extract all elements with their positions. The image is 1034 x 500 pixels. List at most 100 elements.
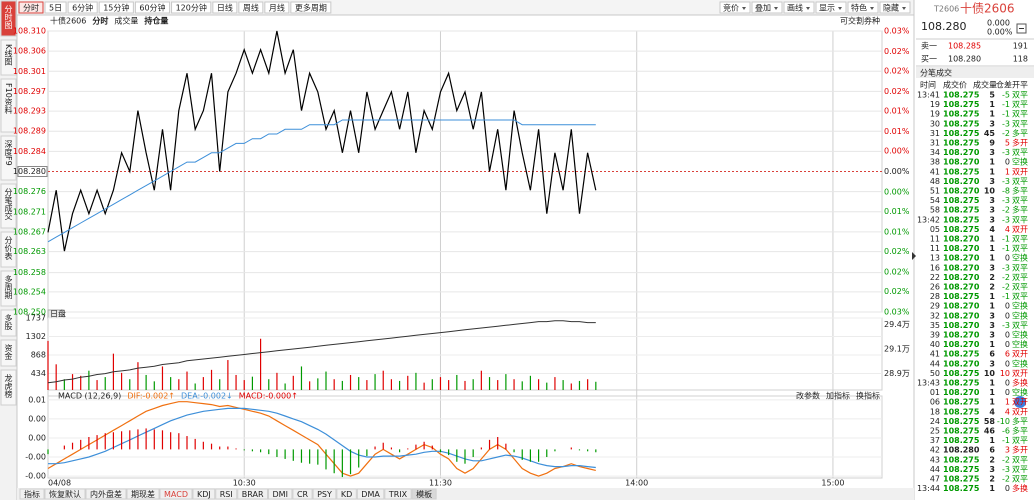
period-button[interactable] — [98, 1, 134, 14]
trade-cell: 44 — [930, 465, 940, 474]
bottom-tab[interactable] — [215, 488, 238, 500]
trade-cell: 1 — [989, 340, 995, 349]
trade-cell: 108.270 — [943, 302, 980, 311]
collapse-arrow[interactable] — [912, 252, 916, 260]
trade-cell: 58 — [930, 206, 940, 215]
period-button[interactable] — [171, 1, 212, 14]
left-tab[interactable] — [0, 0, 17, 37]
trade-cell: 108.275 — [943, 215, 980, 224]
left-tab[interactable] — [0, 39, 17, 76]
x-tick-label: 04/08 — [48, 479, 71, 488]
trade-cell: -3 — [1002, 263, 1010, 272]
float-button[interactable] — [1014, 396, 1026, 408]
bottom-tab[interactable] — [292, 488, 313, 500]
macd-value: DIF:-0.002↑ — [127, 392, 175, 401]
trade-cell: 35 — [930, 321, 940, 330]
tool-button[interactable] — [751, 1, 783, 14]
tool-button[interactable] — [879, 1, 911, 14]
bottom-tab[interactable] — [384, 488, 412, 500]
macd-title: MACD (12,26,9) — [58, 392, 121, 401]
tool-label: 画线 — [787, 3, 803, 13]
y-tick-label: 108.310 — [13, 27, 46, 36]
indicator-button[interactable]: 加指标 — [826, 391, 850, 401]
bottom-tab[interactable] — [126, 488, 160, 500]
trade-cell: -8 — [1002, 187, 1010, 196]
left-tab[interactable] — [0, 369, 17, 406]
trade-cell: -5 — [1002, 91, 1010, 100]
tool-button[interactable] — [719, 1, 751, 14]
chart-tab[interactable]: 持仓量 — [144, 16, 168, 26]
trade-cell: -3 — [1002, 148, 1010, 157]
period-button[interactable] — [264, 1, 290, 14]
trade-cell: 10 — [984, 369, 996, 378]
y-tick-label: -0.00 — [25, 453, 46, 462]
trade-cell: 06 — [930, 398, 940, 407]
y2-tick-label: 0.02% — [884, 247, 910, 256]
indicator-button[interactable]: 换指标 — [856, 391, 880, 401]
trade-cell: 双开 — [1012, 350, 1028, 359]
trade-cell: 44 — [930, 359, 940, 368]
period-button[interactable] — [238, 1, 264, 14]
x-tick-label: 10:30 — [233, 479, 256, 488]
period-button[interactable] — [212, 1, 238, 14]
deliverable-note[interactable]: 可交割券种 — [840, 16, 880, 26]
bottom-tab-label: CR — [297, 490, 309, 499]
left-tab[interactable] — [0, 183, 17, 229]
bottom-tab[interactable] — [19, 488, 45, 500]
trade-cell: 108.275 — [943, 427, 980, 436]
left-tab[interactable] — [0, 78, 17, 133]
tool-button[interactable] — [847, 1, 879, 14]
trade-cell: 双开 — [1012, 407, 1028, 416]
chart-tab[interactable]: 成交量 — [114, 16, 138, 26]
bottom-tab[interactable] — [268, 488, 293, 500]
left-tab[interactable] — [0, 135, 17, 181]
left-tab[interactable] — [0, 231, 17, 268]
trade-cell: 13:41 — [917, 91, 940, 100]
y-tick-label: 108.293 — [13, 107, 46, 116]
y2-tick-label: 0.00% — [884, 147, 910, 156]
trade-cell: 13:43 — [917, 379, 940, 388]
trade-cell: 108.275 — [943, 350, 980, 359]
period-button[interactable] — [134, 1, 171, 14]
period-button[interactable] — [290, 1, 332, 14]
y2-tick-label: 0.01% — [884, 127, 910, 136]
x-tick-label: 15:00 — [821, 479, 844, 488]
tool-button[interactable] — [815, 1, 847, 14]
trade-cell: 18 — [930, 407, 940, 416]
trade-cell: 0 — [1005, 340, 1010, 349]
macd-line — [47, 401, 596, 477]
bottom-tab[interactable] — [85, 488, 127, 500]
period-button[interactable] — [44, 1, 67, 14]
bottom-tab[interactable] — [159, 488, 193, 500]
trade-cell: 0 — [1005, 484, 1010, 493]
trade-cell: -1 — [1002, 235, 1010, 244]
period-button[interactable] — [67, 1, 98, 14]
trade-cell: 30 — [930, 119, 940, 128]
bottom-tab[interactable] — [237, 488, 269, 500]
bottom-tab-label: 期现差 — [131, 489, 155, 499]
period-button[interactable] — [18, 1, 44, 14]
trade-cell: 多平 — [1012, 416, 1028, 426]
trades-title: 分笔成交 — [920, 68, 952, 78]
left-tab[interactable] — [0, 270, 17, 307]
bottom-tab-label: 恢复默认 — [49, 489, 81, 499]
bottom-tab[interactable] — [411, 488, 437, 500]
tool-button[interactable] — [783, 1, 815, 14]
bottom-tab[interactable] — [312, 488, 337, 500]
trade-cell: 0 — [1005, 311, 1010, 320]
dropdown-arrow — [774, 7, 778, 10]
trade-cell: 54 — [930, 196, 940, 205]
trade-cell: 108.275 — [943, 110, 980, 119]
bottom-tab[interactable] — [44, 488, 86, 500]
indicator-button[interactable]: 改参数 — [796, 391, 820, 401]
left-tab[interactable] — [0, 309, 17, 337]
trade-cell: -1 — [1002, 110, 1010, 119]
bottom-tab[interactable] — [336, 488, 357, 500]
y2-tick-label: 0.01% — [884, 207, 910, 216]
left-tab[interactable] — [0, 339, 17, 367]
bottom-tab[interactable] — [356, 488, 385, 500]
trade-cell: 双平 — [1012, 465, 1028, 474]
bottom-tab[interactable] — [192, 488, 216, 500]
trade-cell: 3 — [989, 263, 995, 272]
chart-tab[interactable]: 分时 — [92, 16, 108, 26]
